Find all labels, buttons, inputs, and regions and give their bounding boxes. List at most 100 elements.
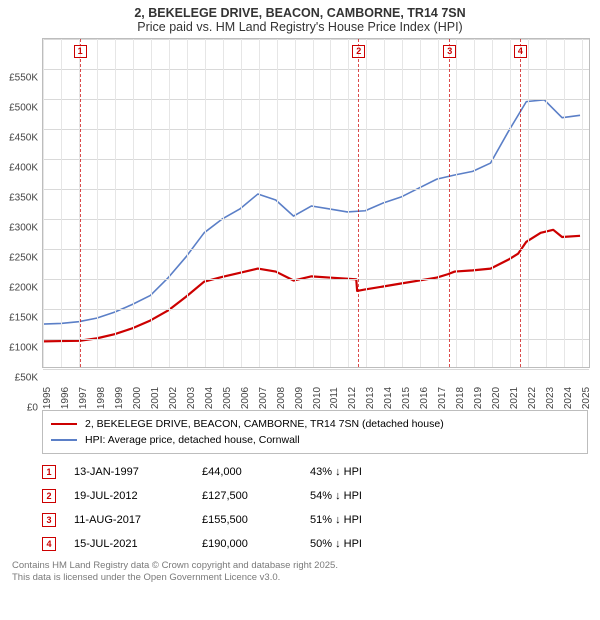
- x-tick-label: 2022: [527, 387, 538, 409]
- transaction-row: 219-JUL-2012£127,50054% ↓ HPI: [42, 484, 588, 508]
- chart-footnote: Contains HM Land Registry data © Crown c…: [12, 560, 588, 584]
- gridline-v: [61, 39, 62, 367]
- gridline-v: [384, 39, 385, 367]
- y-axis-labels: £0£50K£100K£150K£200K£250K£300K£350K£400…: [0, 78, 42, 408]
- marker-box: 4: [514, 45, 527, 58]
- x-tick-label: 2012: [347, 387, 358, 409]
- transaction-row: 311-AUG-2017£155,50051% ↓ HPI: [42, 508, 588, 532]
- y-tick-label: £200K: [9, 283, 38, 294]
- transaction-pct: 54% ↓ HPI: [310, 490, 400, 502]
- legend-label: 2, BEKELEGE DRIVE, BEACON, CAMBORNE, TR1…: [85, 418, 444, 430]
- x-tick-label: 2001: [150, 387, 161, 409]
- transaction-marker: 4: [42, 537, 56, 551]
- x-tick-label: 2006: [240, 387, 251, 409]
- marker-box: 1: [74, 45, 87, 58]
- gridline-v: [474, 39, 475, 367]
- chart-legend: 2, BEKELEGE DRIVE, BEACON, CAMBORNE, TR1…: [42, 410, 588, 454]
- x-axis-labels: 1995199619971998199920002001200220032004…: [42, 368, 590, 404]
- gridline-v: [313, 39, 314, 367]
- x-tick-label: 2019: [473, 387, 484, 409]
- x-tick-label: 2014: [383, 387, 394, 409]
- transaction-date: 11-AUG-2017: [74, 514, 184, 526]
- marker-line: [80, 39, 81, 367]
- x-tick-label: 2002: [168, 387, 179, 409]
- gridline-v: [241, 39, 242, 367]
- transaction-price: £44,000: [202, 466, 292, 478]
- gridline-v: [348, 39, 349, 367]
- x-tick-label: 2011: [329, 387, 340, 409]
- y-tick-label: £500K: [9, 103, 38, 114]
- gridline-h: [43, 69, 589, 70]
- transaction-row: 113-JAN-1997£44,00043% ↓ HPI: [42, 460, 588, 484]
- gridline-v: [366, 39, 367, 367]
- y-tick-label: £400K: [9, 163, 38, 174]
- x-tick-label: 2018: [455, 387, 466, 409]
- gridline-h: [43, 39, 589, 40]
- y-tick-label: £350K: [9, 193, 38, 204]
- x-tick-label: 2024: [563, 387, 574, 409]
- gridline-h: [43, 99, 589, 100]
- gridline-v: [295, 39, 296, 367]
- gridline-h: [43, 339, 589, 340]
- gridline-v: [510, 39, 511, 367]
- gridline-h: [43, 189, 589, 190]
- marker-line: [520, 39, 521, 367]
- gridline-h: [43, 309, 589, 310]
- gridline-v: [420, 39, 421, 367]
- y-tick-label: £450K: [9, 133, 38, 144]
- gridline-v: [564, 39, 565, 367]
- gridline-v: [187, 39, 188, 367]
- x-tick-label: 2009: [294, 387, 305, 409]
- x-tick-label: 1999: [114, 387, 125, 409]
- transaction-marker: 2: [42, 489, 56, 503]
- x-tick-label: 2020: [491, 387, 502, 409]
- gridline-v: [43, 39, 44, 367]
- gridline-v: [330, 39, 331, 367]
- y-tick-label: £50K: [15, 373, 38, 384]
- x-tick-label: 2017: [437, 387, 448, 409]
- gridline-v: [115, 39, 116, 367]
- x-tick-label: 2010: [312, 387, 323, 409]
- footnote-line1: Contains HM Land Registry data © Crown c…: [12, 560, 588, 572]
- gridline-h: [43, 219, 589, 220]
- x-tick-label: 2013: [365, 387, 376, 409]
- gridline-v: [492, 39, 493, 367]
- gridline-v: [223, 39, 224, 367]
- x-tick-label: 2015: [401, 387, 412, 409]
- transaction-pct: 43% ↓ HPI: [310, 466, 400, 478]
- x-tick-label: 2023: [545, 387, 556, 409]
- y-tick-label: £0: [27, 403, 38, 414]
- transaction-date: 15-JUL-2021: [74, 538, 184, 550]
- legend-item: 2, BEKELEGE DRIVE, BEACON, CAMBORNE, TR1…: [51, 416, 579, 432]
- chart-title-line2: Price paid vs. HM Land Registry's House …: [0, 20, 600, 34]
- marker-box: 3: [443, 45, 456, 58]
- x-tick-label: 1998: [96, 387, 107, 409]
- transaction-row: 415-JUL-2021£190,00050% ↓ HPI: [42, 532, 588, 556]
- x-tick-label: 2007: [258, 387, 269, 409]
- gridline-v: [277, 39, 278, 367]
- transaction-pct: 51% ↓ HPI: [310, 514, 400, 526]
- x-tick-label: 2021: [509, 387, 520, 409]
- transaction-price: £155,500: [202, 514, 292, 526]
- y-tick-label: £100K: [9, 343, 38, 354]
- x-tick-label: 2003: [186, 387, 197, 409]
- x-tick-label: 2008: [276, 387, 287, 409]
- legend-item: HPI: Average price, detached house, Corn…: [51, 432, 579, 448]
- y-tick-label: £550K: [9, 73, 38, 84]
- chart-plot-area: 1 2 3 4: [42, 38, 590, 368]
- gridline-v: [528, 39, 529, 367]
- gridline-v: [133, 39, 134, 367]
- x-tick-label: 2016: [419, 387, 430, 409]
- gridline-v: [259, 39, 260, 367]
- gridline-v: [438, 39, 439, 367]
- footnote-line2: This data is licensed under the Open Gov…: [12, 572, 588, 584]
- legend-label: HPI: Average price, detached house, Corn…: [85, 434, 300, 446]
- y-tick-label: £300K: [9, 223, 38, 234]
- gridline-v: [456, 39, 457, 367]
- gridline-v: [205, 39, 206, 367]
- x-tick-label: 1997: [78, 387, 89, 409]
- marker-box: 2: [352, 45, 365, 58]
- transactions-table: 113-JAN-1997£44,00043% ↓ HPI219-JUL-2012…: [42, 460, 588, 556]
- transaction-price: £190,000: [202, 538, 292, 550]
- y-tick-label: £250K: [9, 253, 38, 264]
